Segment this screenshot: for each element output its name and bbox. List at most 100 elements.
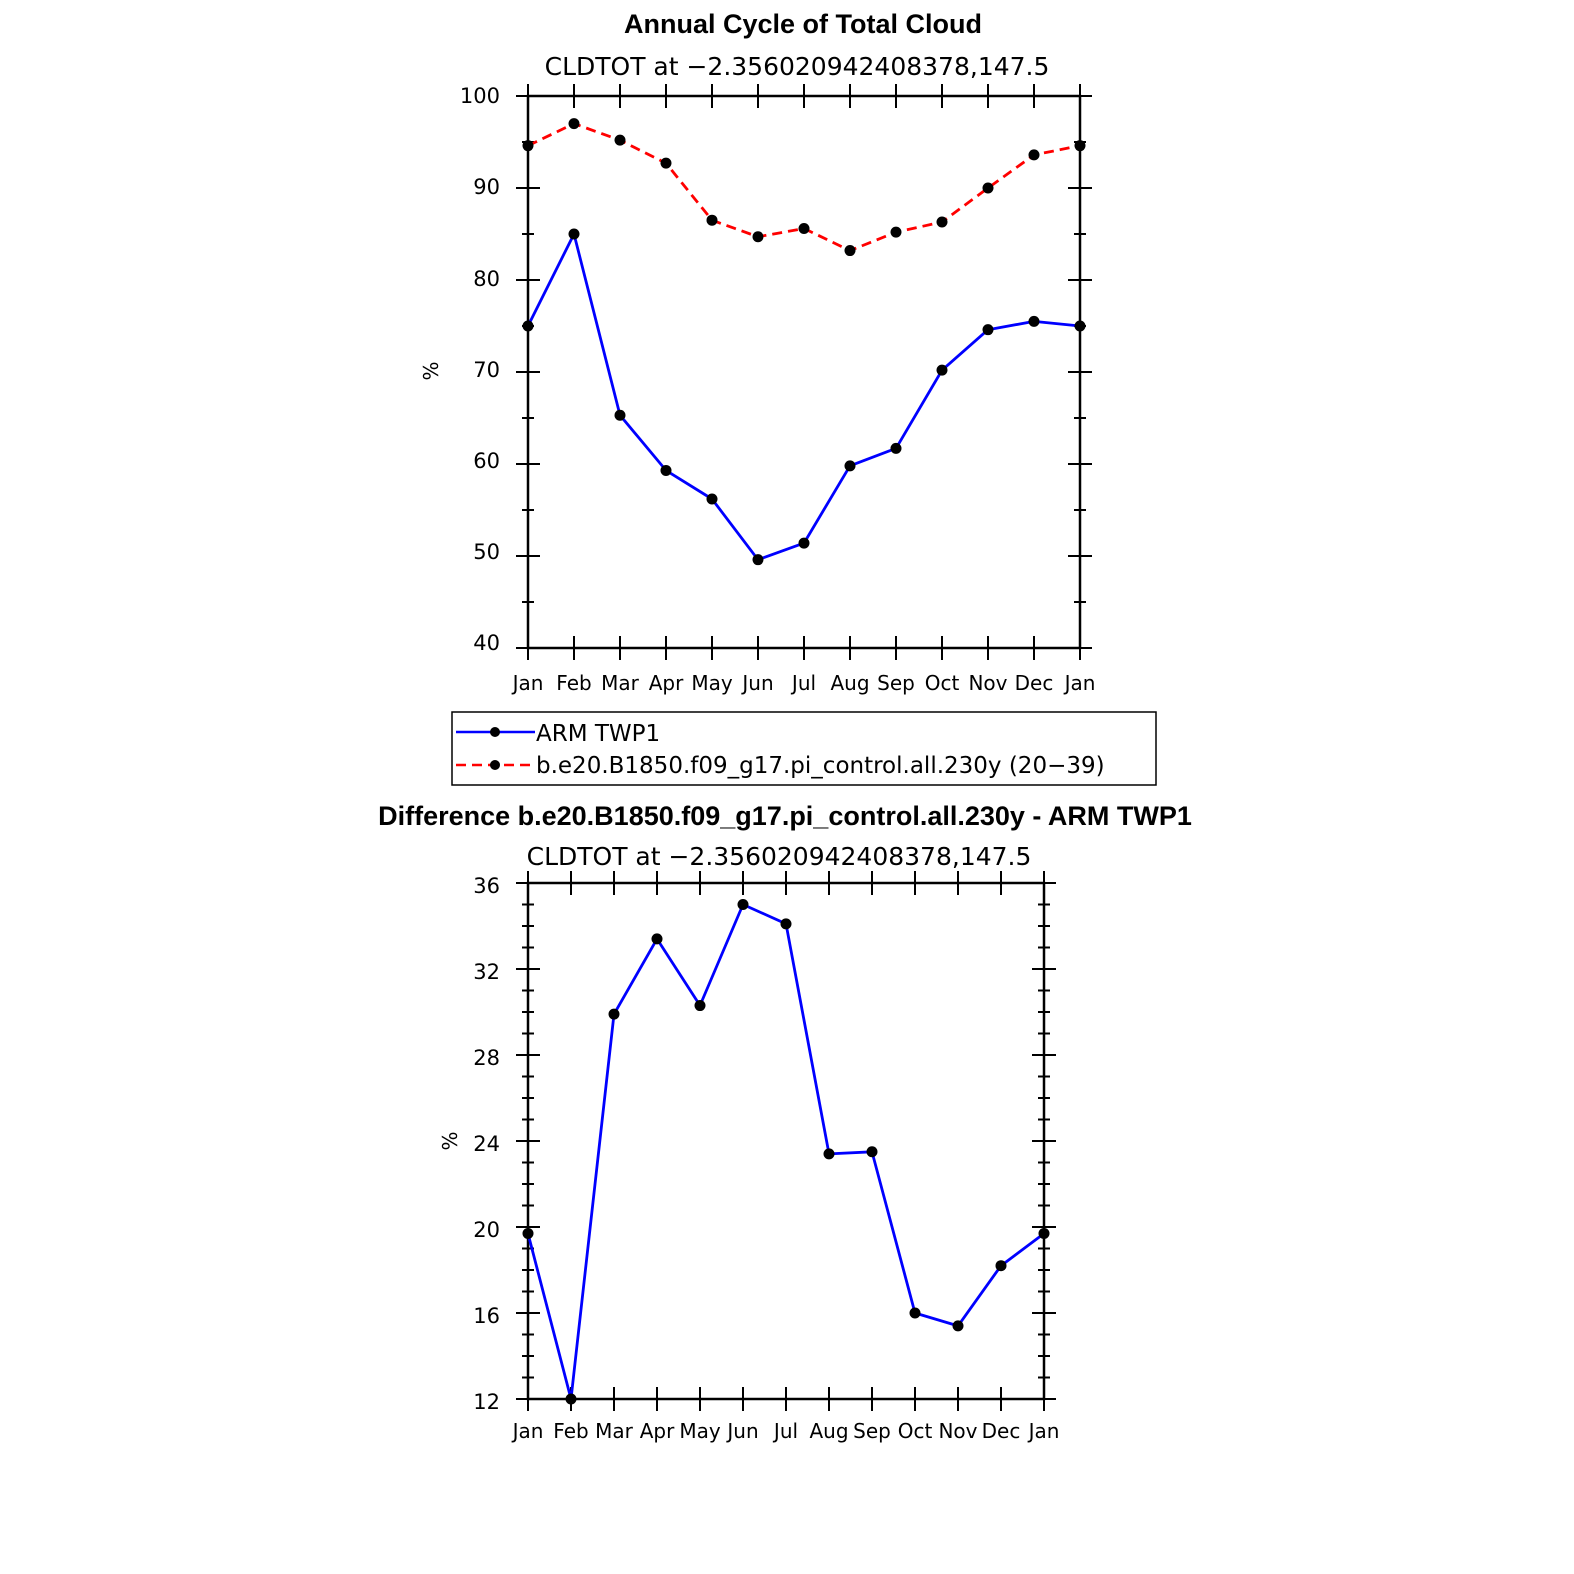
data-point — [1028, 315, 1040, 327]
x-tick-label: Jun — [725, 1419, 758, 1443]
x-tick-label: Jan — [1027, 1419, 1060, 1443]
data-point — [1074, 320, 1086, 332]
data-point — [706, 493, 718, 505]
data-point — [660, 157, 672, 169]
annual-cycle-chart: Annual Cycle of Total Cloud CLDTOT at −2… — [419, 9, 1157, 786]
data-point — [982, 324, 994, 336]
data-point — [844, 245, 856, 257]
plot-marks — [516, 84, 1092, 660]
x-tick-label: Sep — [877, 671, 915, 695]
data-point — [1074, 140, 1086, 152]
x-tick-label: Feb — [553, 1419, 588, 1443]
y-tick-label: 80 — [473, 267, 500, 291]
data-point — [1038, 1227, 1050, 1239]
y-tick-label: 24 — [473, 1132, 500, 1156]
data-point — [866, 1146, 878, 1158]
chart-subtitle: CLDTOT at −2.356020942408378,147.5 — [545, 52, 1050, 81]
data-point — [936, 364, 948, 376]
chart-title: Annual Cycle of Total Cloud — [624, 9, 982, 39]
y-tick-label: 12 — [473, 1390, 500, 1414]
y-tick-labels: 100 90 80 70 60 50 40 — [460, 84, 500, 655]
data-point — [694, 1000, 706, 1012]
data-point — [780, 918, 792, 930]
data-point — [614, 409, 626, 421]
x-tick-label: Mar — [595, 1419, 634, 1443]
x-tick-label: Feb — [556, 671, 591, 695]
x-tick-label: Dec — [1015, 671, 1054, 695]
y-tick-label: 32 — [473, 960, 500, 984]
data-point — [909, 1307, 921, 1319]
legend-box — [451, 711, 1157, 786]
y-tick-labels: 36 32 28 24 20 16 12 — [473, 874, 500, 1414]
data-point — [522, 1227, 534, 1239]
x-tick-label: Aug — [830, 671, 869, 695]
y-tick-label: 36 — [473, 874, 500, 898]
x-tick-label: Apr — [649, 671, 684, 695]
x-tick-label: Jan — [1063, 671, 1096, 695]
data-point — [614, 134, 626, 146]
y-tick-label: 40 — [473, 631, 500, 655]
chart-subtitle: CLDTOT at −2.356020942408378,147.5 — [527, 842, 1032, 871]
data-point — [737, 899, 749, 910]
data-point — [522, 140, 534, 152]
x-tick-label: Sep — [853, 1419, 891, 1443]
x-tick-label: Mar — [601, 671, 640, 695]
y-tick-label: 20 — [473, 1218, 500, 1242]
x-tick-label: Nov — [968, 671, 1007, 695]
data-point — [706, 214, 718, 226]
plot-frame — [526, 881, 1046, 1401]
series-line-0 — [526, 232, 1081, 562]
x-tick-label: Nov — [938, 1419, 977, 1443]
plot-frame — [526, 94, 1082, 650]
x-tick-label: Jan — [511, 671, 544, 695]
legend-label-model: b.e20.B1850.f09_g17.pi_control.all.230y … — [536, 753, 1105, 779]
series-line-0 — [526, 903, 1045, 1401]
x-tick-label: Jul — [772, 1419, 798, 1443]
x-tick-label: May — [679, 1419, 721, 1443]
y-tick-label: 60 — [473, 449, 500, 473]
data-point — [522, 320, 534, 332]
x-tick-labels: Jan Feb Mar Apr May Jun Jul Aug Sep Oct … — [511, 1419, 1060, 1443]
data-point — [651, 933, 663, 945]
x-tick-label: Apr — [640, 1419, 675, 1443]
data-point — [890, 442, 902, 454]
data-point — [568, 118, 580, 130]
data-point — [844, 460, 856, 472]
data-point — [565, 1393, 577, 1405]
data-point — [1028, 149, 1040, 161]
x-tick-label: Aug — [809, 1419, 848, 1443]
data-point — [798, 537, 810, 549]
y-tick-label: 16 — [473, 1304, 500, 1328]
data-point — [608, 1008, 620, 1020]
data-point — [890, 226, 902, 238]
x-tick-labels: Jan Feb Mar Apr May Jun Jul Aug Sep Oct … — [511, 671, 1096, 695]
legend-marker-model — [490, 760, 500, 770]
y-axis-label: % — [438, 1131, 462, 1150]
legend-marker-arm — [490, 727, 500, 737]
legend-label-arm: ARM TWP1 — [536, 721, 660, 747]
x-tick-label: Oct — [925, 671, 960, 695]
data-point — [660, 464, 672, 476]
data-point — [982, 182, 994, 194]
y-tick-label: 50 — [473, 540, 500, 564]
y-tick-label: 28 — [473, 1046, 500, 1070]
data-point — [798, 222, 810, 234]
difference-chart: Difference b.e20.B1850.f09_g17.pi_contro… — [378, 801, 1192, 1443]
y-tick-label: 70 — [473, 358, 500, 382]
data-point — [823, 1148, 835, 1160]
x-tick-label: May — [691, 671, 733, 695]
legend: ARM TWP1 b.e20.B1850.f09_g17.pi_control.… — [451, 711, 1157, 786]
x-tick-label: Jun — [740, 671, 773, 695]
data-point — [936, 216, 948, 228]
plot-marks — [516, 871, 1056, 1411]
x-tick-label: Jul — [790, 671, 816, 695]
x-tick-label: Oct — [898, 1419, 933, 1443]
y-tick-label: 90 — [473, 175, 500, 199]
data-point — [752, 554, 764, 566]
y-tick-label: 100 — [460, 84, 500, 108]
data-point — [995, 1260, 1007, 1272]
data-point — [952, 1320, 964, 1332]
x-tick-label: Dec — [982, 1419, 1021, 1443]
y-axis-label: % — [419, 361, 443, 380]
